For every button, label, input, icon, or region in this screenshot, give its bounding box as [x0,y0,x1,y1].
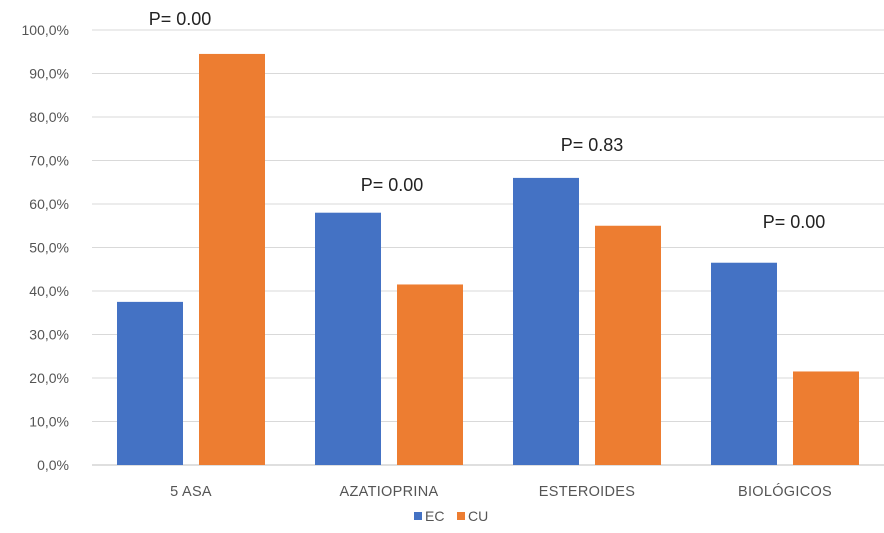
y-tick-label: 10,0% [29,414,69,430]
bar-cu [595,225,661,465]
y-tick-label: 30,0% [29,327,69,343]
bar-cu [199,53,265,466]
bar-ec [513,177,579,465]
bar-ec [711,262,777,465]
bar-ec [117,301,183,465]
y-tick-label: 0,0% [37,457,69,473]
legend: EC CU [414,508,488,524]
y-tick-label: 90,0% [29,66,69,82]
bar-cu [793,371,859,465]
y-tick-label: 40,0% [29,283,69,299]
legend-label-ec: EC [425,508,444,524]
legend-swatch-ec [414,512,422,520]
y-tick-label: 100,0% [22,22,69,38]
p-value-annotation: P= 0.00 [763,212,826,232]
y-tick-label: 70,0% [29,153,69,169]
x-category-label: ESTEROIDES [539,484,635,500]
x-axis-categories: 5 ASA AZATIOPRINA ESTEROIDES BIOLÓGICOS [170,483,832,500]
y-tick-label: 60,0% [29,196,69,212]
x-category-label: 5 ASA [170,484,212,500]
y-tick-label: 20,0% [29,370,69,386]
x-category-label: AZATIOPRINA [340,484,439,500]
legend-label-cu: CU [468,508,488,524]
bar-cu [397,284,463,465]
y-tick-label: 50,0% [29,240,69,256]
legend-swatch-cu [457,512,465,520]
y-axis-ticks: 0,0% 10,0% 20,0% 30,0% 40,0% 50,0% 60,0% 70,0% 8… [22,22,69,473]
p-value-annotation: P= 0.00 [149,9,212,29]
p-value-annotation: P= 0.83 [561,135,624,155]
bar-ec [315,212,381,465]
y-tick-label: 80,0% [29,109,69,125]
x-category-label: BIOLÓGICOS [738,483,832,500]
p-value-annotations: P= 0.00 P= 0.00 P= 0.83 P= 0.00 [149,9,826,232]
p-value-annotation: P= 0.00 [361,175,424,195]
bars [117,53,859,466]
